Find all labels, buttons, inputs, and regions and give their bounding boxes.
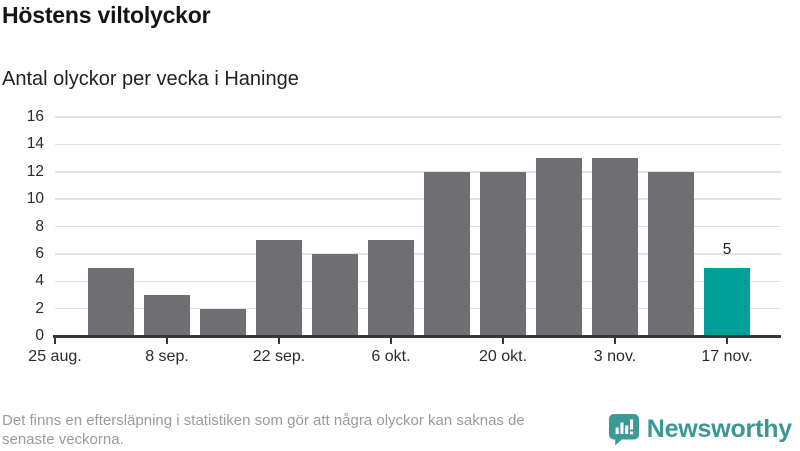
x-tick-label: 3 nov.	[593, 348, 637, 365]
x-tick-label: 22 sep.	[252, 348, 306, 365]
y-tick-label: 2	[35, 299, 44, 317]
bar-value-label: 5	[722, 240, 732, 258]
bar	[368, 240, 414, 336]
gridline	[55, 307, 781, 310]
y-tick-label: 12	[26, 162, 44, 180]
x-tick	[502, 338, 504, 344]
y-tick-label: 0	[35, 327, 44, 344]
gridline	[55, 143, 781, 146]
newsworthy-wordmark: Newsworthy	[646, 415, 792, 443]
gridline	[55, 225, 781, 228]
x-tick	[614, 338, 616, 344]
gridline	[55, 116, 781, 118]
x-tick-label: 17 nov.	[701, 348, 753, 365]
bar	[480, 171, 526, 336]
y-tick-label: 8	[35, 217, 44, 235]
gridline	[55, 280, 781, 282]
page-title: Höstens viltolyckor	[2, 2, 211, 28]
bar	[648, 171, 694, 336]
bar	[424, 171, 470, 336]
bar	[704, 267, 750, 336]
bar	[200, 308, 246, 336]
x-tick-label: 20 okt.	[478, 348, 528, 365]
bar	[536, 158, 582, 336]
x-tick-label: 8 sep.	[145, 348, 189, 365]
x-tick-label: 25 aug.	[28, 348, 82, 365]
chart-subtitle: Antal olyckor per vecka i Haninge	[2, 68, 299, 90]
x-tick	[390, 338, 392, 344]
x-tick	[166, 338, 168, 344]
bar	[256, 240, 302, 336]
x-tick-label: 6 okt.	[371, 348, 411, 365]
y-tick-label: 6	[35, 244, 44, 262]
y-tick-label: 10	[26, 190, 44, 208]
gridline	[55, 253, 781, 255]
x-tick	[54, 338, 56, 344]
x-axis-line	[53, 335, 781, 338]
bar	[88, 267, 134, 336]
newsworthy-logo[interactable]: Newsworthy	[608, 413, 792, 446]
x-tick	[726, 338, 728, 344]
bar	[144, 294, 190, 336]
gridline	[55, 171, 781, 173]
gridline	[55, 198, 781, 200]
y-tick-label: 14	[26, 135, 44, 153]
disclaimer-text: Det finns en eftersläpning i statistiken…	[2, 412, 525, 448]
x-tick	[278, 338, 280, 344]
bar	[592, 158, 638, 336]
bar	[312, 253, 358, 336]
y-tick-label: 4	[35, 272, 44, 290]
y-tick-label: 16	[26, 108, 44, 125]
newsworthy-bubble-chart-icon	[608, 413, 640, 446]
